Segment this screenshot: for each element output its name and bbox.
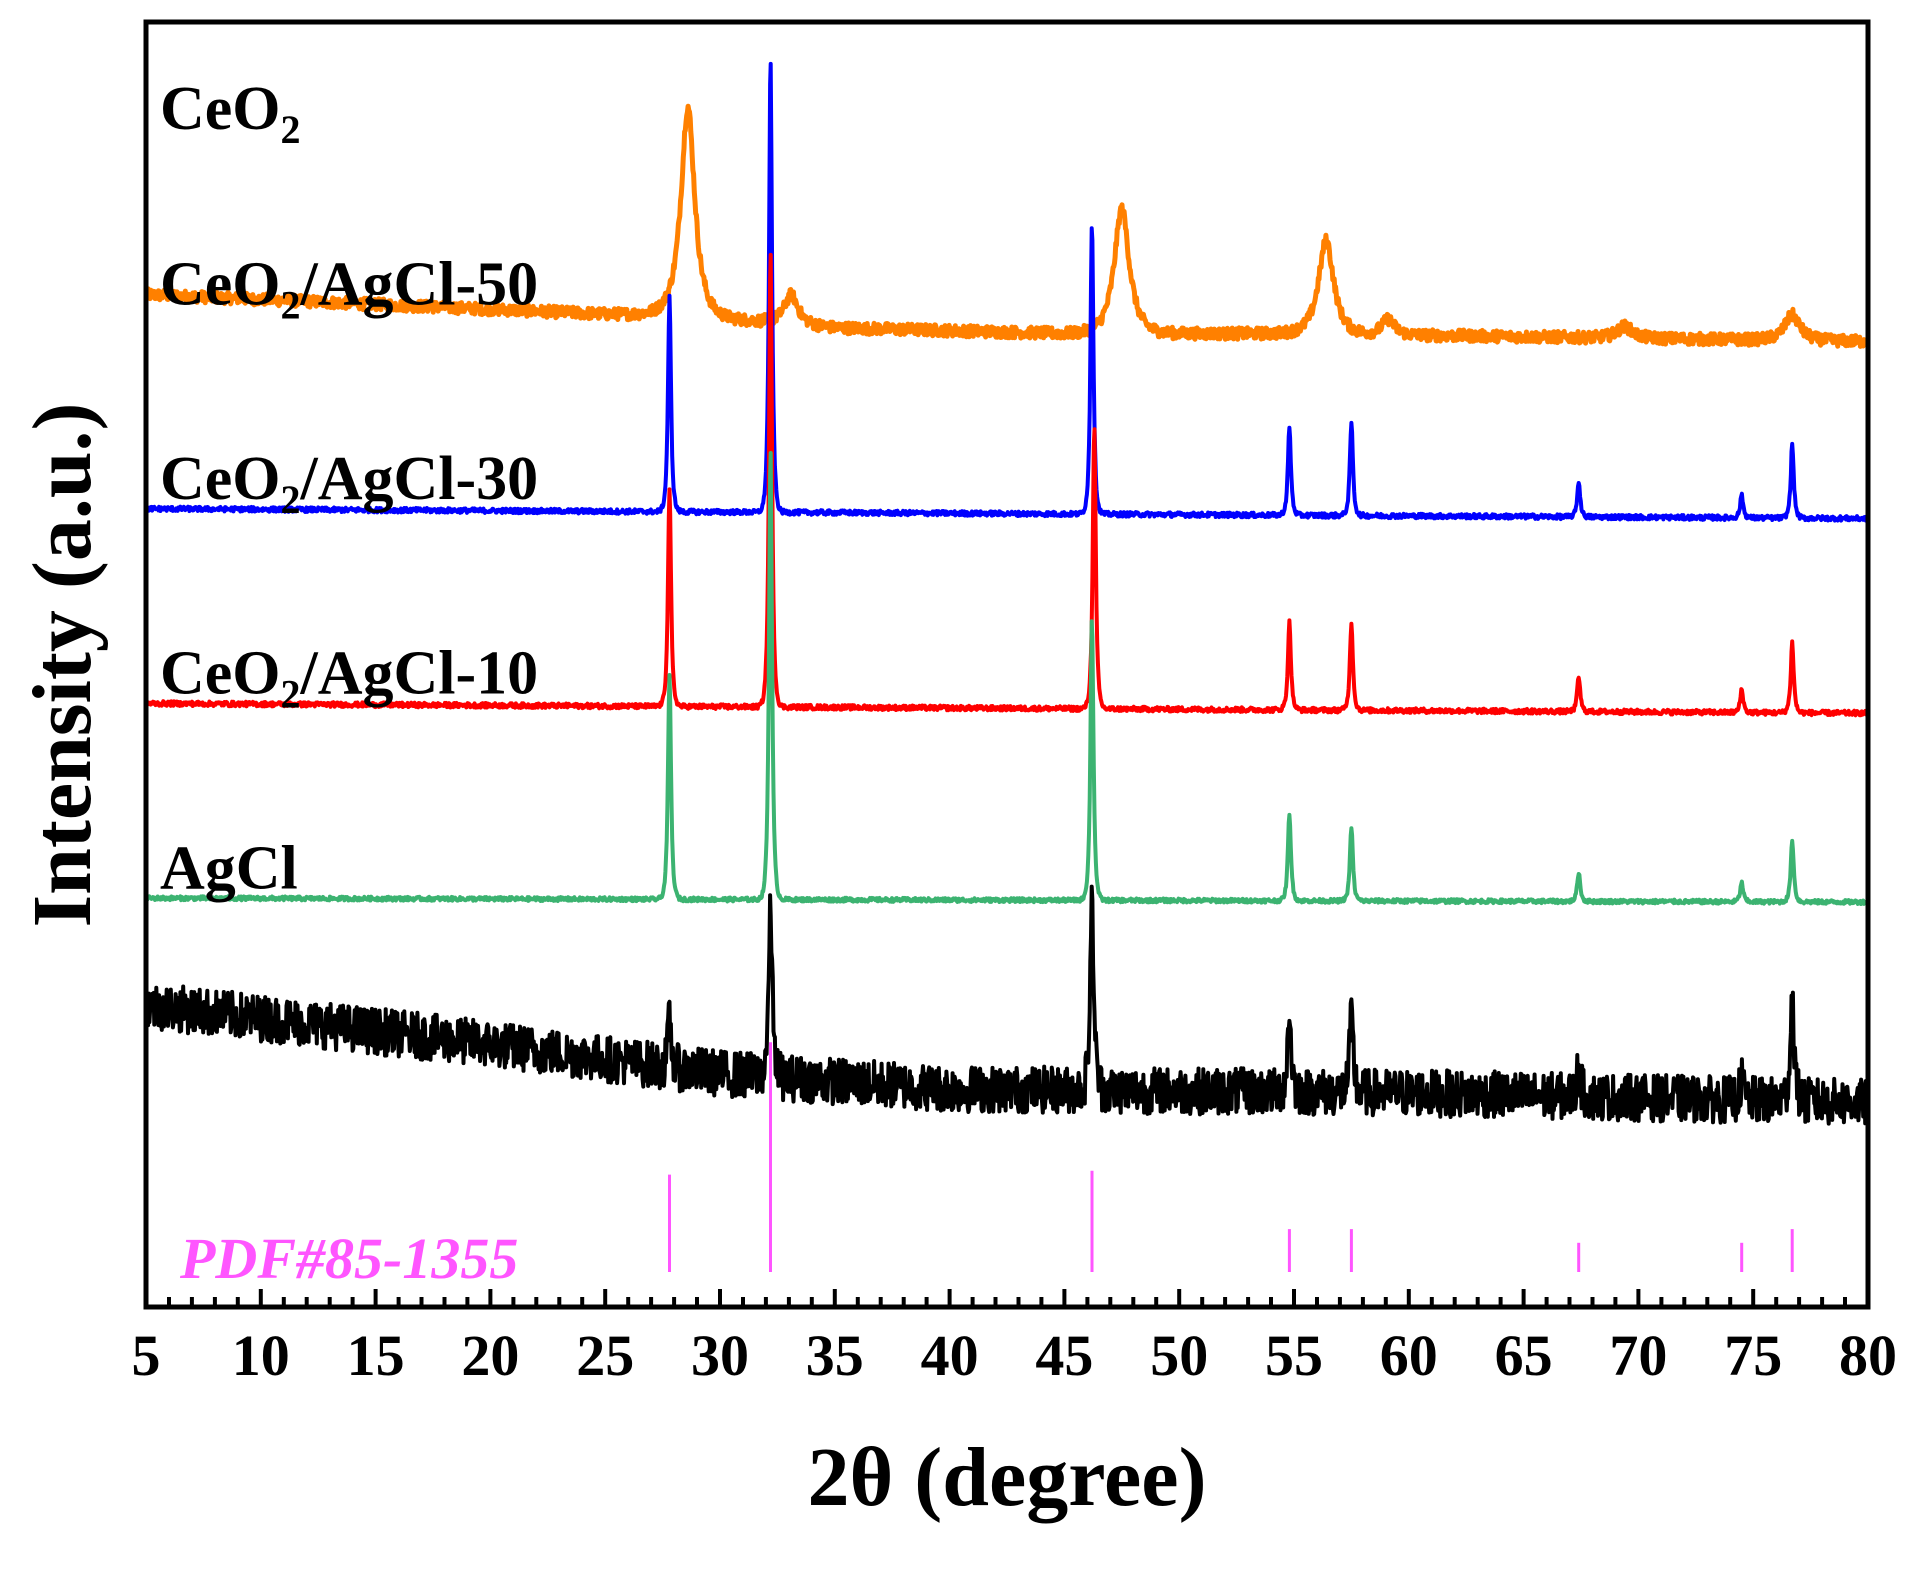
series-labels: CeO2 CeO2/AgCl-50 CeO2/AgCl-30 CeO2/AgCl-10…	[160, 75, 538, 902]
x-tick-label: 55	[1265, 1323, 1323, 1388]
series-label-agcl: AgCl	[160, 834, 298, 902]
series-line-ceo2-agcl-50	[144, 61, 1870, 523]
series-layer	[143, 61, 1871, 1126]
x-tick-label: 60	[1380, 1323, 1438, 1388]
y-axis-title: Intensity (a.u.)	[16, 402, 109, 927]
x-tick-label: 50	[1150, 1323, 1208, 1388]
series-line-agcl	[144, 884, 1870, 1126]
series-label-ceo2-agcl-50: CeO2/AgCl-50	[160, 250, 538, 327]
series-line-ceo2	[143, 103, 1871, 349]
x-axis-title: 2θ (degree)	[807, 1431, 1206, 1524]
reference-layer: PDF#85-1355	[179, 1042, 1794, 1291]
x-axis-ticks: 5 10 15 20 25 30 35 40 45 50 55 60 65 70 75 80	[132, 1289, 1897, 1388]
series-label-ceo2: CeO2	[160, 75, 301, 152]
x-tick-label: 45	[1035, 1323, 1093, 1388]
x-tick-label: 25	[576, 1323, 634, 1388]
x-tick-label: 20	[461, 1323, 519, 1388]
x-tick-label: 15	[347, 1323, 405, 1388]
plot-frame	[143, 19, 1871, 1310]
x-tick-label: 30	[691, 1323, 749, 1388]
x-tick-label: 35	[806, 1323, 864, 1388]
series-label-ceo2-agcl-30: CeO2/AgCl-30	[160, 445, 538, 522]
x-tick-label: 80	[1839, 1323, 1897, 1388]
x-tick-label: 70	[1609, 1323, 1667, 1388]
series-line-ceo2-agcl-10	[144, 451, 1870, 906]
x-tick-label: 5	[132, 1323, 161, 1388]
series-line-ceo2-agcl-30	[144, 252, 1870, 718]
x-tick-label: 75	[1724, 1323, 1782, 1388]
reference-label: PDF#85-1355	[179, 1226, 518, 1291]
x-tick-label: 10	[232, 1323, 290, 1388]
series-label-ceo2-agcl-10: CeO2/AgCl-10	[160, 640, 538, 717]
x-tick-label: 40	[921, 1323, 979, 1388]
x-tick-label: 65	[1495, 1323, 1553, 1388]
